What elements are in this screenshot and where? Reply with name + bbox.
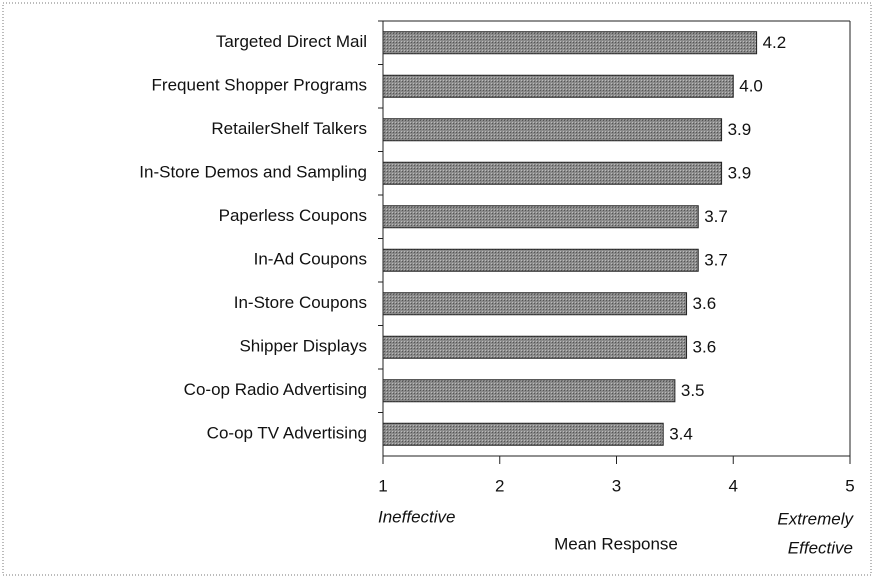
- value-label: 3.6: [693, 294, 717, 313]
- right-annotation: Extremely: [777, 509, 854, 528]
- value-label: 4.2: [763, 33, 787, 52]
- value-label: 3.6: [693, 338, 717, 357]
- x-tick-label: 4: [729, 476, 738, 495]
- y-tick-label: Shipper Displays: [239, 337, 367, 356]
- x-tick-label: 1: [378, 476, 387, 495]
- y-tick-label: Paperless Coupons: [219, 206, 367, 225]
- y-tick-label: Targeted Direct Mail: [216, 32, 367, 51]
- value-label: 3.7: [704, 207, 728, 226]
- y-tick-label: In-Ad Coupons: [254, 250, 367, 269]
- bar: [382, 292, 688, 316]
- bar: [382, 205, 699, 229]
- bar: [382, 118, 723, 142]
- bar: [382, 31, 758, 55]
- x-tick-label: 3: [612, 476, 621, 495]
- bar: [382, 422, 664, 446]
- y-tick-label: In-Store Demos and Sampling: [139, 163, 367, 182]
- bar: [382, 379, 676, 403]
- value-label: 3.9: [728, 164, 752, 183]
- value-label: 3.5: [681, 381, 705, 400]
- y-tick-label: Co-op Radio Advertising: [184, 380, 367, 399]
- bar: [382, 161, 723, 185]
- x-axis-label: Mean Response: [554, 534, 678, 553]
- left-annotation: Ineffective: [378, 507, 456, 526]
- y-tick-label: RetailerShelf Talkers: [211, 119, 367, 138]
- bar: [382, 248, 699, 272]
- value-label: 3.4: [669, 425, 693, 444]
- right-annotation: Effective: [788, 538, 853, 557]
- x-tick-label: 5: [845, 476, 854, 495]
- x-tick-label: 2: [495, 476, 504, 495]
- value-label: 4.0: [739, 77, 763, 96]
- bar: [382, 74, 734, 98]
- value-label: 3.9: [728, 120, 752, 139]
- y-tick-label: Co-op TV Advertising: [207, 424, 367, 443]
- bar: [382, 335, 688, 359]
- value-label: 3.7: [704, 251, 728, 270]
- y-tick-label: Frequent Shopper Programs: [152, 76, 367, 95]
- y-tick-label: In-Store Coupons: [234, 293, 367, 312]
